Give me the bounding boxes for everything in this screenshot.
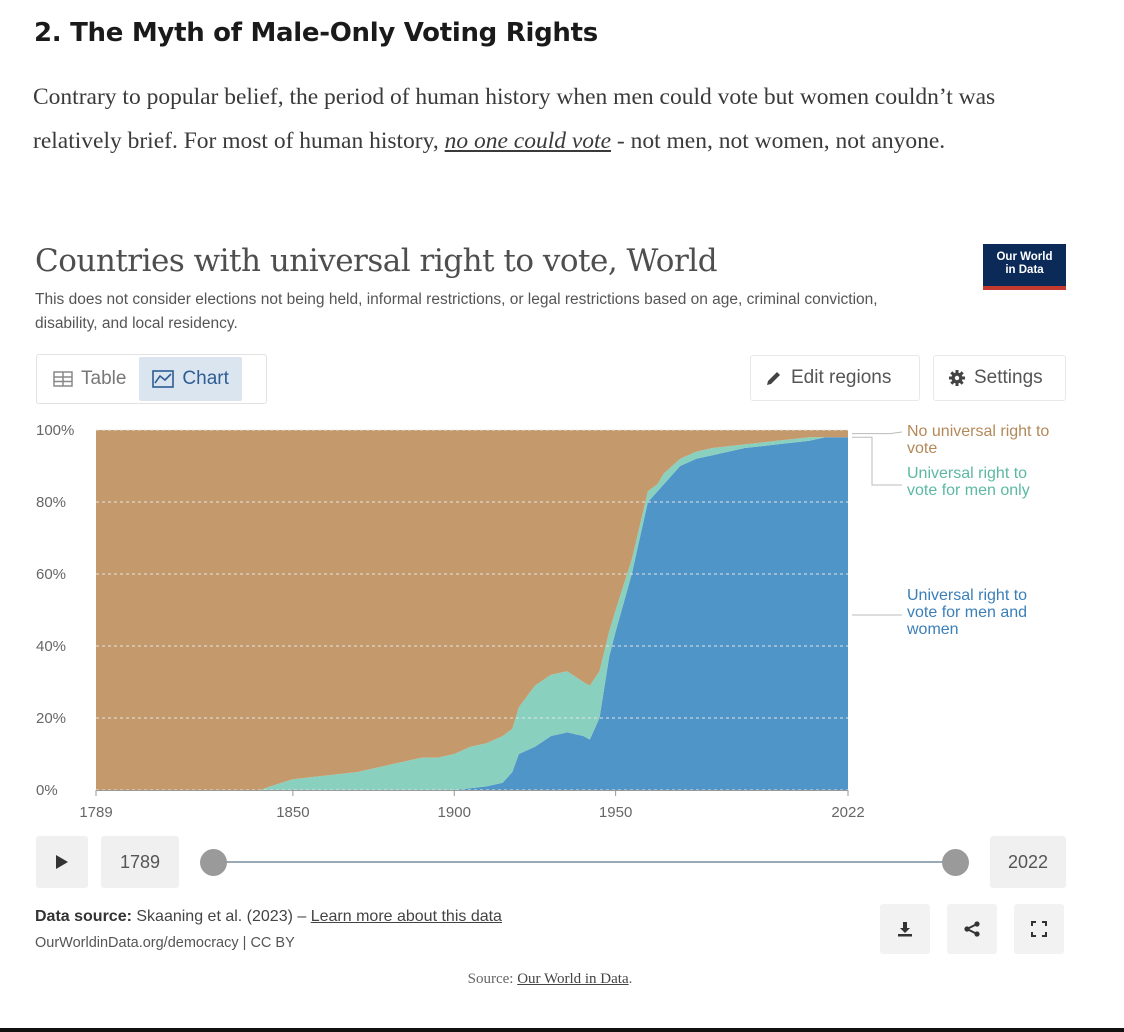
tab-table[interactable]: Table	[40, 357, 139, 401]
legend-label[interactable]: No universal right to vote	[907, 423, 1049, 457]
area-no-right[interactable]	[96, 430, 848, 790]
legend-leader	[852, 431, 903, 435]
logo-line-1: Our World	[996, 251, 1053, 263]
chart-title: Countries with universal right to vote, …	[35, 243, 718, 279]
data-source: Data source: Skaaning et al. (2023) – Le…	[35, 908, 502, 926]
timeline-track[interactable]	[213, 861, 956, 863]
legend-leader	[852, 436, 902, 486]
logo-line-2: in Data	[1005, 264, 1044, 276]
table-icon	[53, 371, 73, 387]
intro-text-end: - not men, not women, not anyone.	[611, 128, 946, 154]
legend-label[interactable]: Universal right to vote for men only	[907, 465, 1030, 499]
edit-regions-button[interactable]: Edit regions	[750, 355, 920, 401]
data-source-text: Skaaning et al. (2023) –	[136, 908, 311, 925]
tab-chart-label: Chart	[182, 368, 229, 389]
learn-more-link[interactable]: Learn more about this data	[310, 908, 502, 925]
play-icon	[56, 855, 68, 869]
y-tick-label: 20%	[36, 710, 66, 727]
owid-logo[interactable]: Our World in Data	[983, 244, 1066, 290]
download-button[interactable]	[880, 904, 930, 954]
data-source-label: Data source:	[35, 908, 132, 925]
y-tick-label: 100%	[36, 422, 74, 439]
timeline-end-handle[interactable]	[942, 849, 969, 876]
chart-legend: No universal right to vote Universal right…	[852, 423, 1049, 638]
area-chart: 0% 20% 40% 60% 80% 100% 1789 1850 1900 1950 2022 N…	[36, 422, 1049, 821]
bottom-divider	[0, 1028, 1124, 1032]
x-tick-label: 2022	[831, 804, 864, 821]
x-tick-label: 1900	[438, 804, 471, 821]
chart-icon	[152, 370, 175, 388]
y-tick-label: 80%	[36, 494, 66, 511]
intro-link[interactable]: no one could vote	[444, 128, 612, 154]
x-tick-label: 1789	[79, 804, 112, 821]
fullscreen-icon	[1031, 921, 1047, 937]
legend-label[interactable]: Universal right to vote for men and women	[906, 587, 1027, 638]
source-prefix: Source:	[467, 971, 518, 987]
intro-text-start: Contrary to popular belief, the period o…	[33, 84, 996, 154]
y-tick-label: 0%	[36, 782, 58, 799]
source-suffix: .	[628, 971, 633, 987]
axes: 0% 20% 40% 60% 80% 100% 1789 1850 1900 1950 2022	[36, 422, 865, 821]
y-tick-label: 40%	[36, 638, 66, 655]
tab-chart[interactable]: Chart	[139, 357, 242, 401]
timeline-start-handle[interactable]	[200, 849, 227, 876]
download-icon	[898, 922, 912, 937]
share-icon	[964, 921, 980, 937]
timeline-end-year[interactable]: 2022	[990, 836, 1066, 888]
fullscreen-button[interactable]	[1014, 904, 1064, 954]
settings-label: Settings	[974, 367, 1043, 388]
section-title: 2. The Myth of Male-Only Voting Rights	[34, 18, 598, 48]
source-link[interactable]: Our World in Data	[517, 971, 629, 987]
share-button[interactable]	[947, 904, 997, 954]
timeline-start-year[interactable]: 1789	[101, 836, 179, 888]
plot-area	[96, 430, 848, 790]
chart-subtitle: This does not consider elections not bei…	[35, 291, 878, 332]
chart-footer-url[interactable]: OurWorldinData.org/democracy | CC BY	[35, 935, 295, 951]
pencil-icon	[767, 372, 780, 385]
y-tick-label: 60%	[36, 566, 66, 583]
gear-icon	[949, 370, 965, 386]
edit-regions-label: Edit regions	[791, 367, 892, 388]
settings-button[interactable]: Settings	[933, 355, 1066, 401]
tab-table-label: Table	[81, 368, 127, 389]
x-tick-label: 1950	[599, 804, 632, 821]
x-tick-label: 1850	[276, 804, 309, 821]
view-tabs: Table Chart	[36, 354, 267, 404]
source-credit: Source: Our World in Data.	[0, 971, 1100, 988]
intro-paragraph: Contrary to popular belief, the period o…	[33, 75, 1083, 163]
area-men-and-women[interactable]	[96, 437, 848, 790]
play-button[interactable]	[36, 836, 88, 888]
